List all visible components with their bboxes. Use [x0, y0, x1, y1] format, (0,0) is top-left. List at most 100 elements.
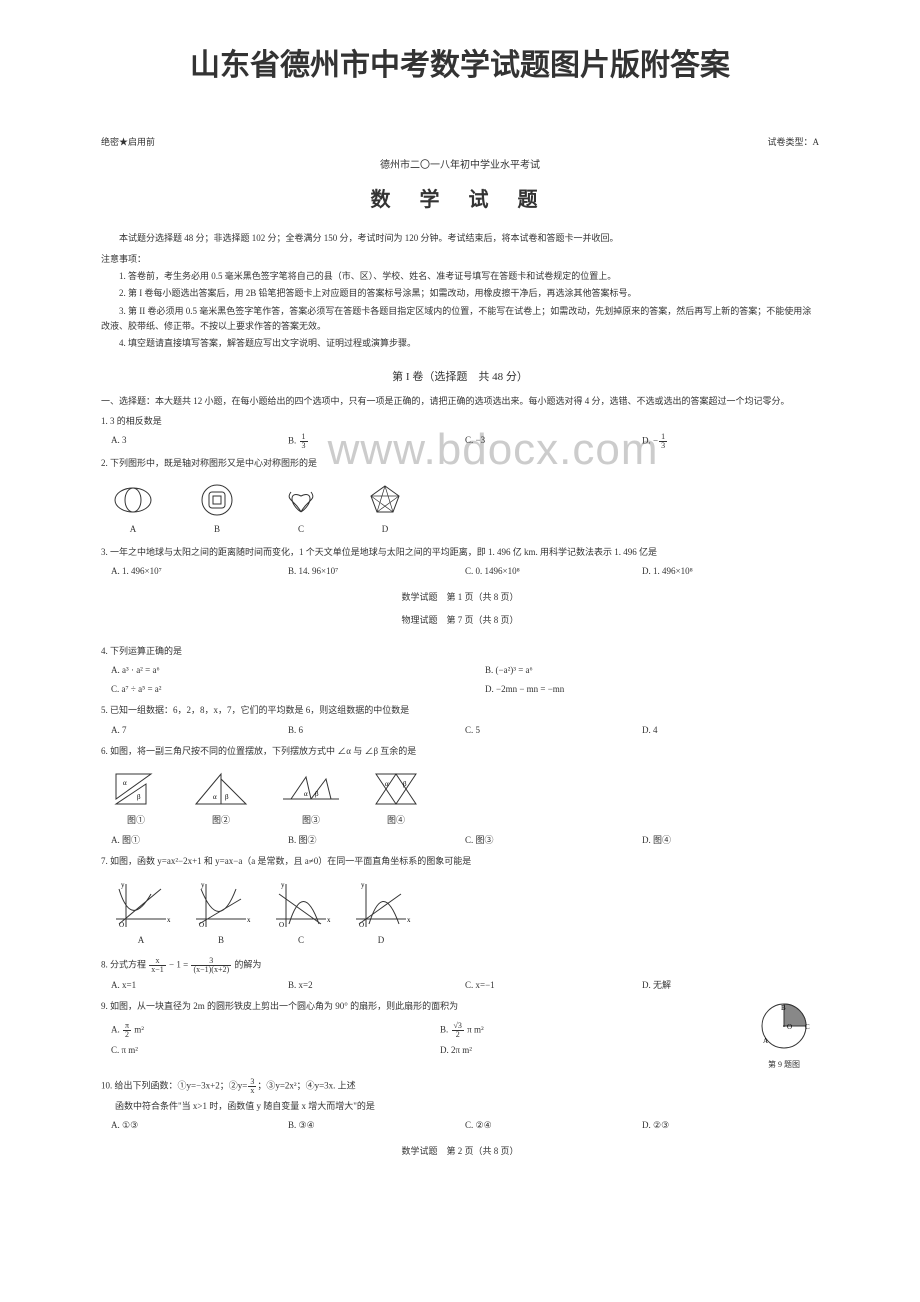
q9-figure: A B C O 第 9 题图: [749, 999, 819, 1072]
page-1-content: 绝密★启用前 试卷类型：A 德州市二〇一八年初中学业水平考试 数 学 试 题 本…: [101, 135, 819, 1157]
q7-fig-d: xyO D: [351, 879, 411, 948]
svg-text:α: α: [213, 793, 217, 801]
svg-text:A: A: [763, 1037, 768, 1045]
q8-stem: 8. 分式方程 xx−1 − 1 = 3(x−1)(x+2) 的解为: [101, 957, 819, 974]
svg-text:y: y: [281, 881, 285, 889]
svg-text:x: x: [167, 916, 171, 924]
header-paper-type: 试卷类型：A: [768, 135, 820, 148]
q10-stem-2: 函数中符合条件"当 x>1 时，函数值 y 随自变量 x 增大而增大"的是: [101, 1099, 819, 1114]
q5-opt-a: A. 7: [111, 723, 288, 738]
q7-figures: xyO A xyO B xyO C xyO D: [101, 873, 819, 950]
exam-meta: 德州市二〇一八年初中学业水平考试: [101, 156, 819, 171]
q7-fig-b: xyO B: [191, 879, 251, 948]
q1-opt-c: C. −3: [465, 433, 642, 450]
svg-text:β: β: [225, 793, 229, 801]
q3-opt-b: B. 14. 96×10⁷: [288, 564, 465, 579]
page-1-footer-b: 物理试题 第 7 页（共 8 页）: [101, 613, 819, 626]
notice-1: 1. 答卷前，考生务必用 0.5 毫米黑色签字笔将自己的县（市、区）、学校、姓名…: [101, 269, 819, 284]
q6-figures: αβ 图① αβ 图② αβ 图③ αβ 图④: [101, 763, 819, 830]
q2-fig-c: C: [279, 482, 323, 537]
q4-opt-b: B. (−a²)³ = a⁶: [485, 663, 819, 678]
q6-fig-2: αβ 图②: [191, 769, 251, 828]
q5-options: A. 7 B. 6 C. 5 D. 4: [101, 723, 819, 738]
q10-options: A. ①③ B. ③④ C. ②④ D. ②③: [101, 1118, 819, 1133]
q5-opt-b: B. 6: [288, 723, 465, 738]
question-2: 2. 下列图形中，既是轴对称图形又是中心对称图形的是 A B: [101, 456, 819, 539]
q3-opt-c: C. 0. 1496×10⁸: [465, 564, 642, 579]
q2-fig-a: A: [111, 482, 155, 537]
svg-text:C: C: [805, 1023, 810, 1031]
notice-3: 3. 第 II 卷必须用 0.5 毫米黑色签字笔作答，答案必须写在答题卡各题目指…: [101, 304, 819, 335]
question-8: 8. 分式方程 xx−1 − 1 = 3(x−1)(x+2) 的解为 A. x=…: [101, 957, 819, 993]
q4-options: A. a³ · a² = a⁶ B. (−a²)³ = a⁶ C. a⁷ ÷ a…: [101, 663, 819, 698]
q4-opt-a: A. a³ · a² = a⁶: [111, 663, 445, 678]
question-7: 7. 如图，函数 y=ax²−2x+1 和 y=ax−a（a 是常数，且 a≠0…: [101, 854, 819, 951]
svg-text:O: O: [787, 1023, 792, 1031]
q8-options: A. x=1 B. x=2 C. x=−1 D. 无解: [101, 978, 819, 993]
intro-paragraph: 本试题分选择题 48 分；非选择题 102 分；全卷满分 150 分，考试时间为…: [101, 230, 819, 246]
svg-text:β: β: [315, 790, 319, 798]
q9-opt-d: D. 2π m²: [440, 1043, 729, 1058]
q1-stem: 1. 3 的相反数是: [101, 414, 819, 429]
svg-text:α: α: [304, 790, 308, 798]
q8-opt-b: B. x=2: [288, 978, 465, 993]
svg-text:β: β: [137, 793, 141, 801]
q2-fig-d: D: [363, 482, 407, 537]
q6-fig-3: αβ 图③: [281, 769, 341, 828]
svg-text:α: α: [385, 780, 389, 788]
q1-options: A. 3 B. 13 C. −3 D. −13: [101, 433, 819, 450]
svg-text:O: O: [279, 921, 284, 929]
q6-opt-a: A. 图①: [111, 833, 288, 848]
svg-text:α: α: [123, 779, 127, 787]
svg-text:y: y: [121, 881, 125, 889]
q9-opt-a: A. π2 m²: [111, 1022, 400, 1039]
svg-text:y: y: [361, 881, 365, 889]
section-1-desc: 一、选择题：本大题共 12 小题，在每小题给出的四个选项中，只有一项是正确的，请…: [101, 394, 819, 408]
q10-stem: 10. 给出下列函数：①y=−3x+2；②y=3x；③y=2x²；④y=3x. …: [101, 1078, 819, 1095]
q4-opt-c: C. a⁷ ÷ a⁵ = a²: [111, 682, 445, 697]
question-5: 5. 已知一组数据：6，2，8，x，7，它们的平均数是 6，则这组数据的中位数是…: [101, 703, 819, 738]
q2-fig-b: B: [195, 482, 239, 537]
q2-figures: A B C: [101, 476, 819, 539]
q4-opt-d: D. −2mn − mn = −mn: [485, 682, 819, 697]
q9-options: A. π2 m² B. √32 π m² C. π m² D. 2π m²: [101, 1022, 729, 1058]
q6-options: A. 图① B. 图② C. 图③ D. 图④: [101, 833, 819, 848]
svg-text:B: B: [781, 1004, 786, 1012]
question-10: 10. 给出下列函数：①y=−3x+2；②y=3x；③y=2x²；④y=3x. …: [101, 1078, 819, 1134]
svg-text:β: β: [403, 780, 407, 788]
q10-opt-c: C. ②④: [465, 1118, 642, 1133]
q3-opt-d: D. 1. 496×10⁸: [642, 564, 819, 579]
q7-stem: 7. 如图，函数 y=ax²−2x+1 和 y=ax−a（a 是常数，且 a≠0…: [101, 854, 819, 869]
q6-stem: 6. 如图，将一副三角尺按不同的位置摆放，下列摆放方式中 ∠α 与 ∠β 互余的…: [101, 744, 819, 759]
svg-text:x: x: [327, 916, 331, 924]
q8-opt-d: D. 无解: [642, 978, 819, 993]
q1-opt-b: B. 13: [288, 433, 465, 450]
page-main-title: 山东省德州市中考数学试题图片版附答案: [60, 40, 860, 84]
q10-opt-b: B. ③④: [288, 1118, 465, 1133]
q2-stem: 2. 下列图形中，既是轴对称图形又是中心对称图形的是: [101, 456, 819, 471]
q9-opt-c: C. π m²: [111, 1043, 400, 1058]
question-6: 6. 如图，将一副三角尺按不同的位置摆放，下列摆放方式中 ∠α 与 ∠β 互余的…: [101, 744, 819, 848]
notice-heading: 注意事项：: [101, 252, 819, 265]
q6-opt-c: C. 图③: [465, 833, 642, 848]
q6-fig-1: αβ 图①: [111, 769, 161, 828]
q3-stem: 3. 一年之中地球与太阳之间的距离随时间而变化，1 个天文单位是地球与太阳之间的…: [101, 545, 819, 560]
q4-stem: 4. 下列运算正确的是: [101, 644, 819, 659]
header-secret: 绝密★启用前: [101, 135, 155, 148]
question-9: 9. 如图，从一块直径为 2m 的圆形铁皮上剪出一个圆心角为 90° 的扇形，则…: [101, 999, 819, 1072]
q1-opt-d: D. −13: [642, 433, 819, 450]
svg-text:y: y: [201, 881, 205, 889]
question-4: 4. 下列运算正确的是 A. a³ · a² = a⁶ B. (−a²)³ = …: [101, 644, 819, 698]
q10-opt-a: A. ①③: [111, 1118, 288, 1133]
exam-title: 数 学 试 题: [101, 183, 819, 212]
question-3: 3. 一年之中地球与太阳之间的距离随时间而变化，1 个天文单位是地球与太阳之间的…: [101, 545, 819, 580]
svg-text:x: x: [247, 916, 251, 924]
q8-opt-c: C. x=−1: [465, 978, 642, 993]
q8-opt-a: A. x=1: [111, 978, 288, 993]
notice-4: 4. 填空题请直接填写答案，解答题应写出文字说明、证明过程或演算步骤。: [101, 336, 819, 351]
svg-text:x: x: [407, 916, 411, 924]
q5-stem: 5. 已知一组数据：6，2，8，x，7，它们的平均数是 6，则这组数据的中位数是: [101, 703, 819, 718]
exam-paper-container: www.bdocx.com 绝密★启用前 试卷类型：A 德州市二〇一八年初中学业…: [60, 114, 860, 1178]
q1-opt-a: A. 3: [111, 433, 288, 450]
q7-fig-a: xyO A: [111, 879, 171, 948]
